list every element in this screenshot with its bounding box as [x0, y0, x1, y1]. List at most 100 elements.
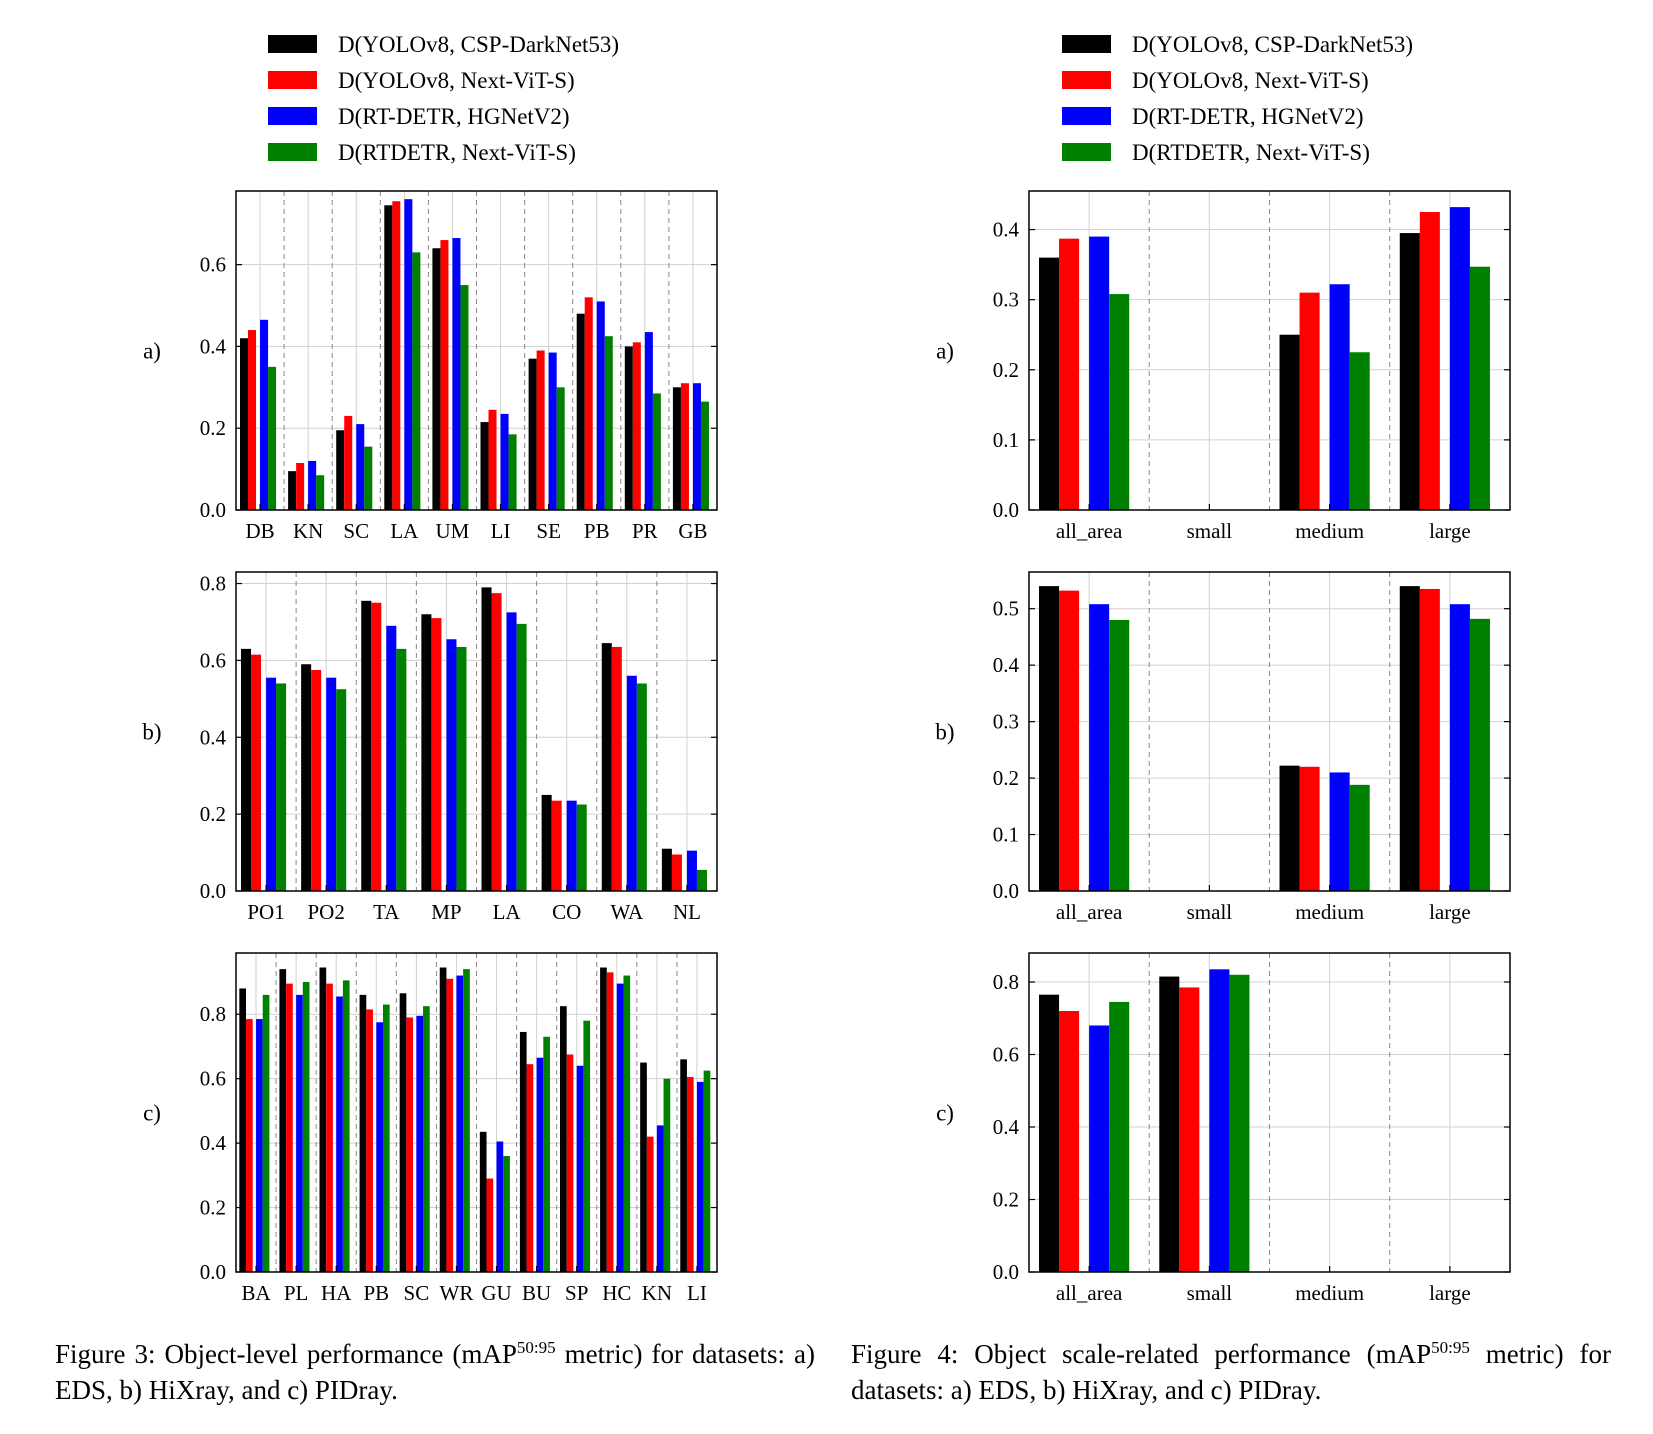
bar — [404, 199, 413, 510]
bar — [480, 422, 489, 510]
bar — [624, 346, 633, 510]
bar — [361, 600, 372, 891]
bar — [421, 614, 432, 891]
bar — [241, 648, 252, 891]
y-tick-label: 0.5 — [993, 597, 1019, 621]
bar — [336, 689, 347, 891]
bar — [1329, 284, 1350, 510]
bar — [486, 1178, 494, 1272]
x-tick-label: WR — [440, 1281, 474, 1305]
bar — [326, 677, 337, 891]
bar — [1349, 784, 1370, 891]
x-tick-label: GU — [481, 1281, 511, 1305]
panel-label: c) — [936, 1101, 954, 1126]
bar — [623, 975, 631, 1272]
y-tick-label: 0.3 — [993, 710, 1019, 734]
plot-frame — [235, 952, 718, 1273]
bar — [1109, 1001, 1130, 1272]
bar — [356, 424, 365, 510]
bar — [1349, 352, 1370, 510]
bar — [288, 471, 297, 510]
y-tick-label: 0.3 — [993, 288, 1019, 312]
y-tick-label: 0.4 — [200, 334, 227, 358]
y-tick-label: 0.4 — [200, 725, 227, 749]
chart-panel-fig4-b: 0.0 0.1 0.2 0.3 0.4 0.5 all_area small medium lar… — [935, 571, 1511, 924]
bar — [1329, 772, 1350, 891]
x-tick-label: all_area — [1056, 900, 1123, 924]
bar — [1449, 207, 1470, 510]
bar — [576, 1065, 584, 1272]
bar — [488, 409, 497, 510]
bar — [1059, 238, 1080, 510]
x-tick-label: PO2 — [308, 900, 345, 924]
y-tick-label: 0.2 — [200, 416, 226, 440]
bar — [456, 646, 467, 891]
x-tick-label: WA — [610, 900, 643, 924]
bar — [364, 446, 373, 510]
chart-panel-fig4-a: 0.0 0.1 0.2 0.3 0.4 all_area small medium large a… — [936, 190, 1511, 543]
legend-swatch — [268, 35, 317, 53]
y-tick-label: 0.4 — [993, 653, 1020, 677]
bar — [279, 969, 287, 1272]
bar — [543, 1036, 550, 1272]
bar — [528, 358, 537, 510]
chart-panel-fig3-a: 0.0 0.2 0.4 0.6 DB KN SC LA UM LI SE PB PR GB a) — [143, 190, 718, 543]
x-tick-label: all_area — [1056, 1281, 1123, 1305]
panel-label: a) — [143, 339, 161, 364]
bar — [336, 430, 345, 510]
y-tick-label: 0.6 — [200, 1067, 226, 1091]
bar — [680, 383, 689, 510]
bar — [240, 338, 249, 510]
bar — [526, 1064, 534, 1272]
bar — [606, 972, 614, 1272]
bar — [1089, 1025, 1110, 1272]
bar — [671, 854, 682, 891]
bar — [1089, 604, 1110, 891]
bar — [656, 1125, 664, 1272]
x-tick-label: CO — [552, 900, 581, 924]
bar — [500, 413, 509, 510]
bar — [319, 967, 327, 1272]
y-tick-label: 0.8 — [200, 572, 226, 596]
bar — [311, 670, 322, 891]
y-tick-label: 0.1 — [993, 428, 1019, 452]
bar — [326, 983, 333, 1272]
y-tick-label: 0.0 — [993, 498, 1019, 522]
bar — [663, 1078, 671, 1272]
y-tick-label: 0.4 — [200, 1131, 227, 1155]
bar — [344, 415, 353, 510]
bar — [251, 654, 262, 891]
x-tick-label: MP — [431, 900, 461, 924]
bar — [536, 1057, 544, 1272]
bar — [301, 664, 312, 891]
bar — [384, 205, 393, 511]
bar — [456, 975, 464, 1272]
plot-frame — [235, 190, 718, 511]
figure-3-caption: Figure 3: Object-level performance (mAP5… — [55, 1330, 815, 1408]
panel-label: b) — [142, 720, 161, 745]
bar — [503, 1156, 510, 1272]
bar — [371, 602, 382, 891]
bar — [626, 675, 637, 891]
x-tick-label: small — [1187, 900, 1233, 924]
legend-label: D(YOLOv8, CSP-DarkNet53) — [338, 32, 619, 57]
legend-label: D(YOLOv8, CSP-DarkNet53) — [1132, 32, 1413, 57]
x-tick-label: medium — [1295, 900, 1364, 924]
bar — [246, 1019, 253, 1272]
caption-superscript: 50:95 — [1431, 1338, 1470, 1357]
bar — [1159, 976, 1180, 1272]
bar — [692, 383, 701, 510]
bar — [600, 967, 607, 1272]
bar — [1419, 588, 1440, 891]
bar — [386, 625, 397, 891]
bar — [496, 1141, 504, 1272]
bar — [302, 982, 310, 1272]
bar — [1179, 987, 1200, 1272]
bar — [406, 1017, 414, 1272]
x-tick-label: UM — [436, 519, 470, 543]
plot-frame — [1028, 571, 1511, 892]
bar — [1109, 619, 1130, 891]
bar — [1399, 586, 1420, 891]
legend-label: D(RTDETR, Next-ViT-S) — [1132, 140, 1370, 165]
bar — [396, 648, 407, 891]
